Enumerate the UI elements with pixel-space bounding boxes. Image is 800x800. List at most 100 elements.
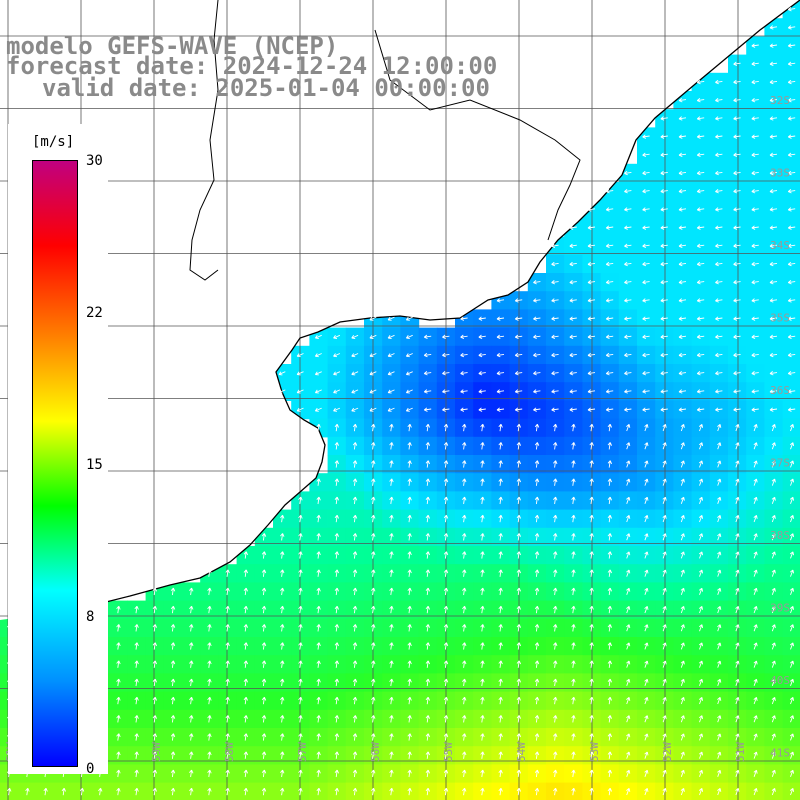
wind-arrow <box>334 514 340 523</box>
wind-arrow <box>642 225 650 230</box>
wind-arrow <box>243 696 249 705</box>
wind-arrow <box>733 280 741 285</box>
wind-arrow <box>533 407 541 412</box>
wind-arrow <box>660 407 668 412</box>
wind-arrow <box>298 733 303 741</box>
wind-arrow <box>571 551 576 559</box>
wind-arrow <box>407 624 412 632</box>
wind-arrow <box>753 424 758 432</box>
wind-arrows <box>7 7 796 796</box>
wind-arrow <box>769 316 778 321</box>
wind-arrow <box>296 371 304 376</box>
wind-arrow <box>589 696 594 705</box>
wind-arrow <box>352 715 358 723</box>
wind-arrow <box>551 316 559 321</box>
wind-arrow <box>298 624 303 632</box>
valid-date: valid date: 2025-01-04 00:00:00 <box>42 74 490 102</box>
wind-arrow <box>333 353 341 358</box>
wind-arrow <box>480 423 485 432</box>
wind-arrow <box>462 478 467 486</box>
wind-arrow <box>480 660 485 668</box>
wind-arrow <box>314 407 322 412</box>
wind-arrow <box>116 696 121 705</box>
wind-arrow <box>569 225 577 230</box>
wind-arrow <box>678 298 687 303</box>
wind-arrow <box>698 769 704 777</box>
wind-arrow <box>207 696 212 705</box>
wind-arrow <box>189 642 194 650</box>
wind-arrow <box>717 678 722 686</box>
wind-arrow <box>498 533 503 541</box>
wind-arrow <box>605 316 614 321</box>
wind-arrow <box>442 352 450 358</box>
wind-arrow <box>389 733 394 741</box>
wind-arrow <box>553 751 558 759</box>
wind-arrow <box>551 334 559 340</box>
wind-arrow <box>717 569 722 577</box>
wind-arrow <box>717 660 722 668</box>
wind-arrow <box>498 605 503 614</box>
wind-arrow <box>462 569 467 577</box>
wind-arrow <box>498 787 503 796</box>
wind-arrow <box>480 442 485 450</box>
wind-arrow <box>717 624 722 632</box>
wind-arrow <box>717 769 722 777</box>
wind-arrow <box>607 533 613 541</box>
wind-arrow <box>771 551 776 559</box>
wind-arrow <box>460 334 468 340</box>
wind-arrow <box>551 261 559 267</box>
wind-arrow <box>733 371 741 376</box>
wind-arrow <box>733 407 741 412</box>
wind-arrow <box>496 316 505 321</box>
wind-arrow <box>607 678 613 687</box>
wind-arrow <box>225 696 230 705</box>
wind-arrow <box>243 715 249 723</box>
wind-arrow <box>698 587 704 595</box>
wind-arrow <box>207 715 212 723</box>
wind-arrow <box>626 551 631 559</box>
wind-arrow <box>334 769 340 778</box>
wind-arrow <box>717 515 722 523</box>
wind-arrow <box>498 733 503 741</box>
wind-arrow <box>787 79 796 85</box>
wind-arrow <box>498 769 503 778</box>
wind-arrow <box>789 478 795 486</box>
wind-arrow <box>662 769 667 777</box>
wind-arrow <box>644 551 649 559</box>
wind-arrow <box>644 678 649 686</box>
wind-arrow <box>280 605 285 614</box>
wind-arrow <box>225 787 230 796</box>
wind-arrow <box>644 460 649 468</box>
wind-arrow <box>333 334 341 339</box>
wind-arrow <box>425 678 431 687</box>
wind-arrow <box>662 496 667 504</box>
wind-arrow <box>607 660 613 668</box>
wind-arrow <box>352 787 358 796</box>
wind-arrow <box>280 587 285 596</box>
wind-arrow <box>298 769 303 778</box>
wind-arrow <box>280 569 285 577</box>
wind-arrow <box>678 371 687 376</box>
wind-arrow <box>116 660 121 668</box>
wind-arrow <box>261 569 267 577</box>
wind-arrow <box>443 751 449 759</box>
wind-arrow <box>225 751 230 759</box>
wind-arrow <box>534 423 540 432</box>
wind-arrow <box>644 660 649 668</box>
wind-arrow <box>371 751 376 759</box>
wind-arrow <box>607 460 613 468</box>
wind-arrow <box>534 605 540 614</box>
wind-arrow <box>298 496 303 505</box>
wind-arrow <box>371 624 376 632</box>
wind-arrow <box>443 478 449 486</box>
wind-arrow <box>478 316 486 321</box>
wind-arrow <box>280 624 285 632</box>
coastline <box>29 0 800 617</box>
wind-arrow <box>516 442 522 450</box>
wind-arrow <box>462 787 467 796</box>
wind-arrow <box>553 769 558 778</box>
wind-arrow <box>371 551 376 559</box>
wind-arrow <box>607 787 613 796</box>
wind-arrow <box>569 407 577 412</box>
wind-arrow <box>696 316 705 321</box>
